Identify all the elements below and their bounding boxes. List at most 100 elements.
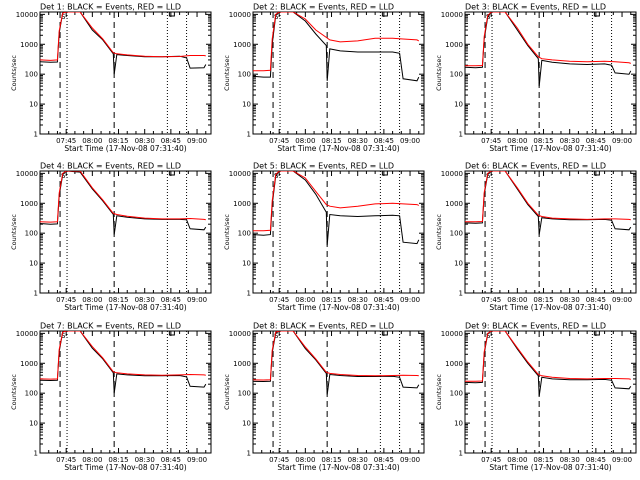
plot-frame	[464, 170, 637, 294]
x-axis-label: Start Time (17-Nov-08 07:31:40)	[64, 463, 186, 472]
x-axis-label: Start Time (17-Nov-08 07:31:40)	[489, 303, 611, 312]
y-axis-label: Counts/sec	[223, 214, 231, 250]
bracket-marker	[168, 331, 175, 336]
x-tick-label: 08:00	[82, 137, 102, 145]
y-tick-label: 10000	[441, 11, 463, 19]
x-tick-label: 09:00	[187, 137, 207, 145]
y-tick-label: 1000	[233, 41, 251, 49]
x-axis-label: Start Time (17-Nov-08 07:31:40)	[277, 463, 399, 472]
plot-frame	[252, 330, 425, 454]
x-tick-label: 08:45	[161, 137, 181, 145]
y-tick-label: 100	[238, 71, 251, 79]
panel-5: 1 10 100 1000 10000 07:45 08:00 08:15 08:30 08:45…	[223, 162, 425, 312]
y-tick-label: 100	[450, 71, 463, 79]
x-tick-label: 08:30	[348, 137, 368, 145]
x-tick-label: 07:45	[56, 137, 76, 145]
x-tick-label: 08:30	[348, 296, 368, 304]
y-tick-label: 1	[34, 290, 38, 298]
x-tick-label: 08:30	[348, 456, 368, 464]
x-tick-label: 08:45	[586, 296, 606, 304]
x-tick-label: 07:45	[269, 296, 289, 304]
y-tick-label: 10000	[229, 170, 251, 178]
x-tick-label: 07:45	[269, 456, 289, 464]
y-tick-label: 1	[247, 290, 251, 298]
saa-marker-label: S	[274, 332, 279, 340]
x-tick-label: 08:00	[295, 137, 315, 145]
x-tick-label: 09:00	[400, 456, 420, 464]
x-tick-label: 08:15	[108, 137, 128, 145]
bracket-marker	[593, 331, 600, 336]
y-tick-label: 10	[29, 420, 38, 428]
y-tick-label: 1000	[445, 360, 463, 368]
plot-frame	[464, 330, 637, 454]
panel-2: 1 10 100 1000 10000 07:45 08:00 08:15 08:30 08:45…	[223, 3, 425, 153]
y-tick-label: 10	[454, 260, 463, 268]
x-tick-label: 08:45	[161, 296, 181, 304]
x-tick-label: 09:00	[187, 456, 207, 464]
x-tick-label: 08:30	[560, 137, 580, 145]
x-tick-label: 08:30	[135, 456, 155, 464]
bracket-marker	[168, 12, 175, 17]
plot-frame	[39, 170, 212, 294]
bracket-marker	[168, 171, 175, 176]
saa-marker-label: S	[61, 172, 66, 180]
x-tick-label: 08:45	[161, 456, 181, 464]
plot-frame	[252, 11, 425, 135]
y-tick-label: 10	[29, 101, 38, 109]
y-axis-label: Counts/sec	[223, 374, 231, 410]
x-tick-label: 08:00	[507, 456, 527, 464]
saa-marker-label: S	[61, 13, 66, 21]
panel-title: Det 6: BLACK = Events, RED = LLD	[465, 162, 606, 171]
y-tick-label: 10000	[441, 170, 463, 178]
y-tick-label: 10	[242, 420, 251, 428]
x-tick-label: 08:15	[533, 296, 553, 304]
y-tick-label: 1000	[20, 200, 38, 208]
saa-marker-label: S	[61, 332, 66, 340]
x-tick-label: 09:00	[612, 456, 632, 464]
y-axis-label: Counts/sec	[10, 55, 18, 91]
x-axis-label: Start Time (17-Nov-08 07:31:40)	[64, 303, 186, 312]
x-tick-label: 08:15	[108, 296, 128, 304]
panel-title: Det 3: BLACK = Events, RED = LLD	[465, 3, 606, 12]
x-tick-label: 09:00	[612, 137, 632, 145]
y-tick-label: 1000	[20, 360, 38, 368]
y-axis-label: Counts/sec	[435, 214, 443, 250]
panel-title: Det 2: BLACK = Events, RED = LLD	[253, 3, 394, 12]
x-tick-label: 07:45	[56, 296, 76, 304]
y-tick-label: 10	[454, 101, 463, 109]
bracket-marker	[593, 12, 600, 17]
x-tick-label: 08:30	[560, 456, 580, 464]
x-tick-label: 09:00	[612, 296, 632, 304]
panel-7: 1 10 100 1000 10000 07:45 08:00 08:15 08:30 08:45…	[10, 322, 212, 472]
panel-9: 1 10 100 1000 10000 07:45 08:00 08:15 08:30 08:45…	[435, 322, 637, 472]
series-lld-line	[40, 171, 206, 223]
y-tick-label: 1	[247, 450, 251, 458]
x-tick-label: 08:45	[374, 137, 394, 145]
x-tick-label: 08:00	[82, 456, 102, 464]
panel-title: Det 1: BLACK = Events, RED = LLD	[40, 3, 181, 12]
panel-3: 1 10 100 1000 10000 07:45 08:00 08:15 08:30 08:45…	[435, 3, 637, 153]
x-tick-label: 08:15	[533, 137, 553, 145]
x-tick-label: 07:45	[269, 137, 289, 145]
bracket-marker	[381, 12, 388, 17]
series-lld-line	[465, 12, 631, 67]
saa-marker-label: S	[486, 172, 491, 180]
y-tick-label: 1	[34, 450, 38, 458]
y-tick-label: 1000	[20, 41, 38, 49]
y-tick-label: 10000	[16, 11, 38, 19]
saa-marker-label: S	[486, 332, 491, 340]
y-tick-label: 1	[459, 290, 463, 298]
plot-frame	[39, 11, 212, 135]
plot-frame	[252, 170, 425, 294]
y-tick-label: 1	[459, 131, 463, 139]
series-lld-line	[40, 12, 206, 61]
x-axis-label: Start Time (17-Nov-08 07:31:40)	[277, 303, 399, 312]
x-tick-label: 08:00	[295, 456, 315, 464]
y-axis-label: Counts/sec	[10, 214, 18, 250]
y-tick-label: 100	[238, 390, 251, 398]
x-tick-label: 08:15	[321, 137, 341, 145]
series-events-line	[253, 12, 420, 82]
y-tick-label: 10000	[441, 330, 463, 338]
